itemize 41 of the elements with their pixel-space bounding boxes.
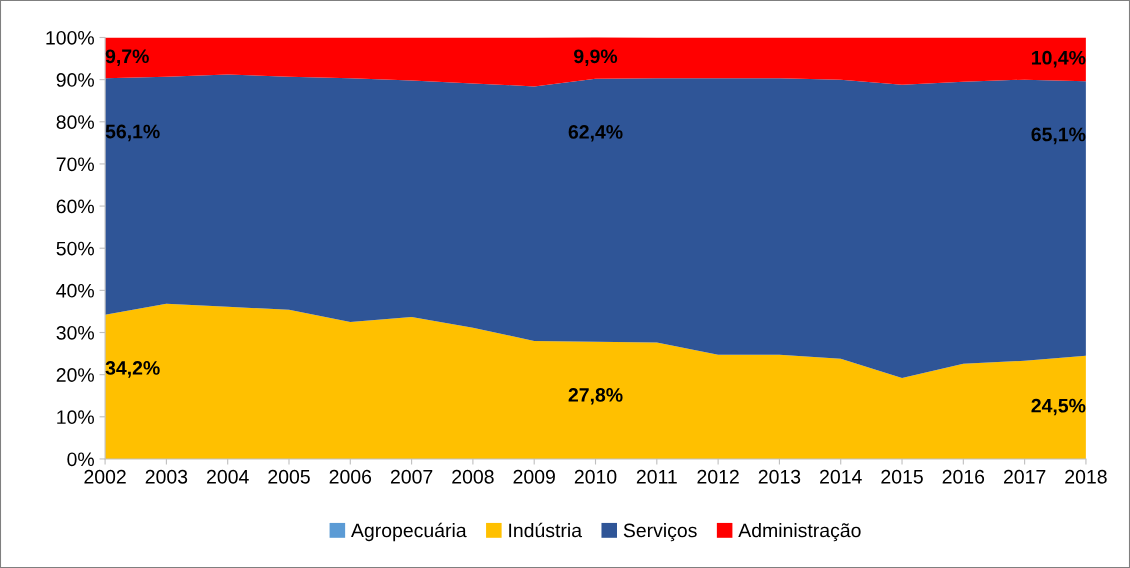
- y-tick-label: 10%: [57, 410, 94, 425]
- x-tick-label: 2006: [329, 469, 372, 484]
- data-label: 65,1%: [1031, 127, 1086, 145]
- legend-label: Agropecuária: [351, 522, 467, 542]
- x-tick-label: 2012: [697, 469, 739, 484]
- data-label: 34,2%: [105, 361, 160, 378]
- x-tick-label: 2014: [820, 469, 862, 484]
- data-label: 9,9%: [574, 49, 618, 66]
- y-tick-label: 50%: [56, 241, 94, 256]
- y-tick-label: 60%: [56, 199, 94, 214]
- y-tick-label: 100%: [46, 30, 94, 45]
- x-tick-label: 2008: [452, 469, 494, 484]
- x-tick-label: 2010: [574, 469, 617, 484]
- data-label: 56,1%: [105, 124, 160, 142]
- x-tick-label: 2002: [84, 469, 126, 484]
- data-label: 9,7%: [105, 49, 149, 66]
- x-tick-label: 2011: [636, 469, 677, 484]
- y-tick-label: 20%: [56, 368, 94, 382]
- y-tick-label: 0%: [67, 452, 94, 467]
- x-tick-label: 2017: [1003, 469, 1046, 484]
- y-tick-label: 70%: [56, 157, 94, 172]
- x-tick-label: 2007: [390, 469, 433, 484]
- legend-label: Indústria: [509, 522, 583, 538]
- x-tick-label: 2009: [513, 469, 555, 484]
- x-tick-label: 2003: [145, 469, 188, 484]
- y-tick-label: 80%: [56, 115, 94, 130]
- x-tick-label: 2015: [881, 469, 923, 484]
- y-tick-label: 90%: [56, 73, 94, 87]
- data-label: 62,4%: [568, 125, 623, 142]
- data-label: 10,4%: [1032, 50, 1086, 68]
- data-label: 27,8%: [568, 388, 623, 405]
- y-tick-label: 30%: [56, 325, 94, 340]
- x-tick-label: 2016: [942, 469, 985, 484]
- x-tick-label: 2004: [207, 469, 249, 484]
- x-tick-label: 2018: [1065, 469, 1107, 484]
- x-tick-label: 2005: [268, 469, 310, 484]
- legend-label: Serviços: [623, 523, 697, 542]
- data-label: 24,5%: [1031, 398, 1086, 416]
- legend-label: Administração: [738, 523, 861, 542]
- x-tick-label: 2013: [758, 469, 801, 484]
- y-tick-label: 40%: [56, 283, 94, 298]
